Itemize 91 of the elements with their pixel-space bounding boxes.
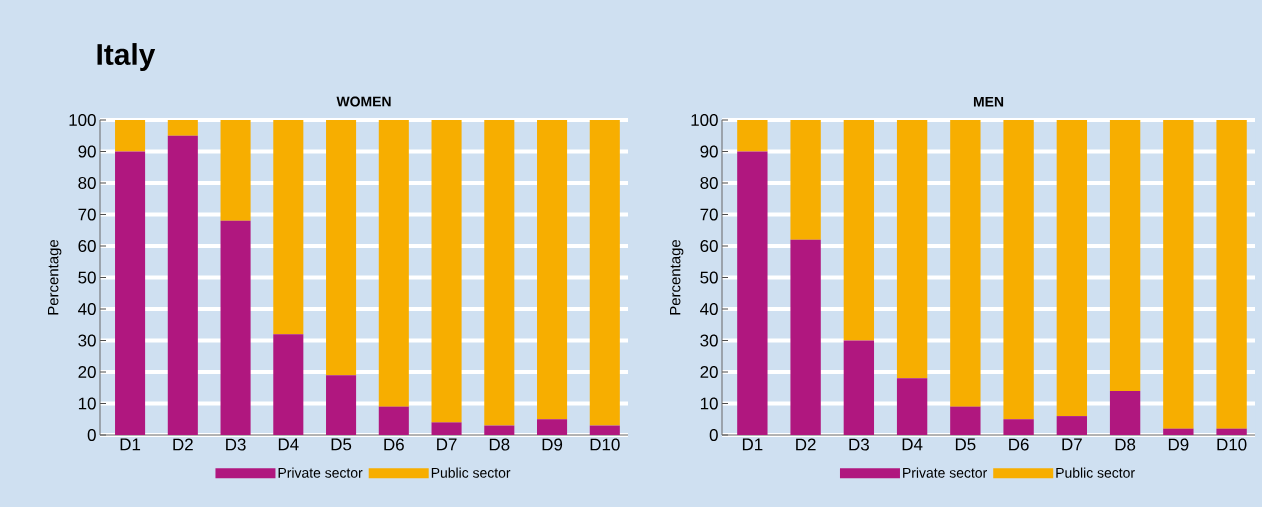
y-tick-label: 100 <box>69 114 96 126</box>
x-tick-label: D6 <box>384 438 404 451</box>
y-tick-label: 20 <box>700 366 718 378</box>
bar <box>167 120 198 136</box>
bar <box>843 340 875 435</box>
y-tick-label: 0 <box>709 429 718 441</box>
bar <box>115 120 146 152</box>
x-tick-label: D8 <box>489 438 510 451</box>
bar <box>896 378 928 435</box>
x-tick-label: D7 <box>437 438 457 451</box>
bar <box>790 239 821 435</box>
bar <box>1003 120 1034 420</box>
y-tick-label: 30 <box>78 334 96 347</box>
bar <box>1216 428 1247 435</box>
bar <box>737 151 768 435</box>
bar <box>484 120 515 426</box>
x-tick-label: D4 <box>902 438 923 451</box>
bar <box>326 375 357 435</box>
bar <box>1056 416 1088 435</box>
bar <box>1163 120 1194 429</box>
x-tick-label: D1 <box>120 438 141 451</box>
legend-label: Private sector <box>903 467 987 478</box>
chart-subtitle: WOMEN <box>336 96 391 107</box>
bar <box>589 425 620 435</box>
bar <box>1163 428 1194 435</box>
y-tick-label: 90 <box>78 145 96 158</box>
y-tick-label: 60 <box>700 240 718 252</box>
x-tick-label: D3 <box>226 438 246 451</box>
legend-label: Public sector <box>431 467 511 478</box>
y-axis-title: Percentage <box>48 239 62 315</box>
bar <box>1109 120 1141 391</box>
x-tick-label: D1 <box>742 438 763 451</box>
bar <box>1216 120 1247 429</box>
bar <box>431 422 462 435</box>
bar <box>167 135 198 435</box>
y-tick-label: 0 <box>87 429 96 441</box>
bar <box>378 406 409 435</box>
bar <box>115 151 146 435</box>
x-tick-label: D2 <box>796 438 816 451</box>
y-tick-label: 20 <box>78 366 96 378</box>
x-tick-label: D4 <box>278 438 299 451</box>
bar <box>537 419 568 435</box>
bar <box>737 120 768 152</box>
legend-label: Private sector <box>278 467 363 478</box>
bar <box>1109 390 1141 435</box>
y-axis-title: Percentage <box>670 239 684 315</box>
x-tick-label: D3 <box>849 438 869 451</box>
y-tick-label: 10 <box>78 397 96 410</box>
y-tick-label: 90 <box>700 145 718 158</box>
bar <box>537 120 568 420</box>
x-tick-label: D6 <box>1009 438 1029 451</box>
y-tick-label: 80 <box>78 177 96 189</box>
y-tick-label: 70 <box>78 208 96 221</box>
bar <box>431 120 462 423</box>
chart-subtitle: MEN <box>973 96 1004 107</box>
y-tick-label: 60 <box>78 240 96 252</box>
y-tick-label: 70 <box>700 208 718 221</box>
bar <box>273 120 304 335</box>
y-tick-label: 10 <box>700 397 718 410</box>
y-tick-label: 100 <box>691 114 718 126</box>
x-tick-label: D10 <box>1217 438 1247 451</box>
bar <box>484 425 515 435</box>
x-tick-label: D8 <box>1115 438 1136 451</box>
bar <box>1003 419 1034 435</box>
x-tick-label: D9 <box>542 438 563 451</box>
y-tick-label: 80 <box>700 177 718 189</box>
bar <box>1056 120 1088 417</box>
x-tick-label: D2 <box>173 438 193 451</box>
bar <box>220 120 251 221</box>
bar <box>220 220 251 435</box>
x-tick-label: D7 <box>1062 438 1082 451</box>
x-tick-label: D10 <box>590 438 620 451</box>
bar <box>273 334 304 435</box>
legend-label: Public sector <box>1056 467 1135 478</box>
bar <box>790 120 821 240</box>
bar <box>950 406 981 435</box>
y-tick-label: 30 <box>700 334 718 347</box>
y-tick-label: 50 <box>78 271 96 284</box>
chart-title: Italy <box>97 43 156 71</box>
bar <box>589 120 620 426</box>
bar <box>378 120 409 407</box>
x-tick-label: D5 <box>331 438 352 451</box>
bar <box>326 120 357 376</box>
y-tick-label: 40 <box>700 303 718 315</box>
x-tick-label: D9 <box>1168 438 1189 451</box>
x-tick-label: D5 <box>955 438 976 451</box>
bar <box>896 120 928 379</box>
y-tick-label: 50 <box>700 271 718 284</box>
y-tick-label: 40 <box>78 303 96 315</box>
bar <box>950 120 981 407</box>
bar <box>843 120 875 341</box>
